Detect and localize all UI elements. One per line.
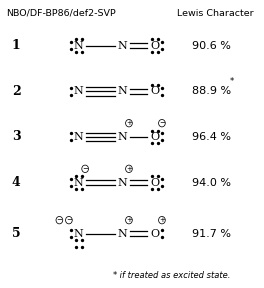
Text: O: O: [150, 41, 159, 51]
Text: 96.4 %: 96.4 %: [192, 132, 231, 142]
Text: *: *: [113, 271, 117, 280]
Text: O: O: [150, 86, 159, 96]
Text: O: O: [150, 132, 159, 142]
Text: O: O: [150, 229, 159, 239]
Text: N: N: [74, 86, 84, 96]
Text: Lewis Character: Lewis Character: [177, 9, 254, 18]
Text: −: −: [66, 217, 72, 223]
Text: −: −: [82, 166, 88, 172]
Text: N: N: [118, 229, 127, 239]
Text: 5: 5: [12, 227, 20, 240]
Text: N: N: [118, 132, 127, 142]
Text: N: N: [118, 177, 127, 187]
Text: +: +: [126, 166, 132, 172]
Text: +: +: [159, 217, 165, 223]
Text: NBO/DF-BP86/def2-SVP: NBO/DF-BP86/def2-SVP: [7, 9, 116, 18]
Text: 94.0 %: 94.0 %: [192, 177, 231, 187]
Text: +: +: [126, 217, 132, 223]
Text: N: N: [74, 132, 84, 142]
Text: N: N: [74, 229, 84, 239]
Text: 4: 4: [12, 176, 20, 189]
Text: −: −: [56, 217, 62, 223]
Text: N: N: [118, 86, 127, 96]
Text: +: +: [126, 120, 132, 126]
Text: 1: 1: [12, 39, 20, 52]
Text: *: *: [229, 77, 234, 86]
Text: 88.9 %: 88.9 %: [192, 86, 231, 96]
Text: O: O: [150, 177, 159, 187]
Text: N: N: [118, 41, 127, 51]
Text: 3: 3: [12, 130, 20, 143]
Text: N: N: [74, 41, 84, 51]
Text: N: N: [74, 177, 84, 187]
Text: 91.7 %: 91.7 %: [192, 229, 231, 239]
Text: 90.6 %: 90.6 %: [192, 41, 231, 51]
Text: 2: 2: [12, 85, 20, 98]
Text: if treated as excited state.: if treated as excited state.: [117, 271, 231, 280]
Text: −: −: [159, 120, 165, 126]
